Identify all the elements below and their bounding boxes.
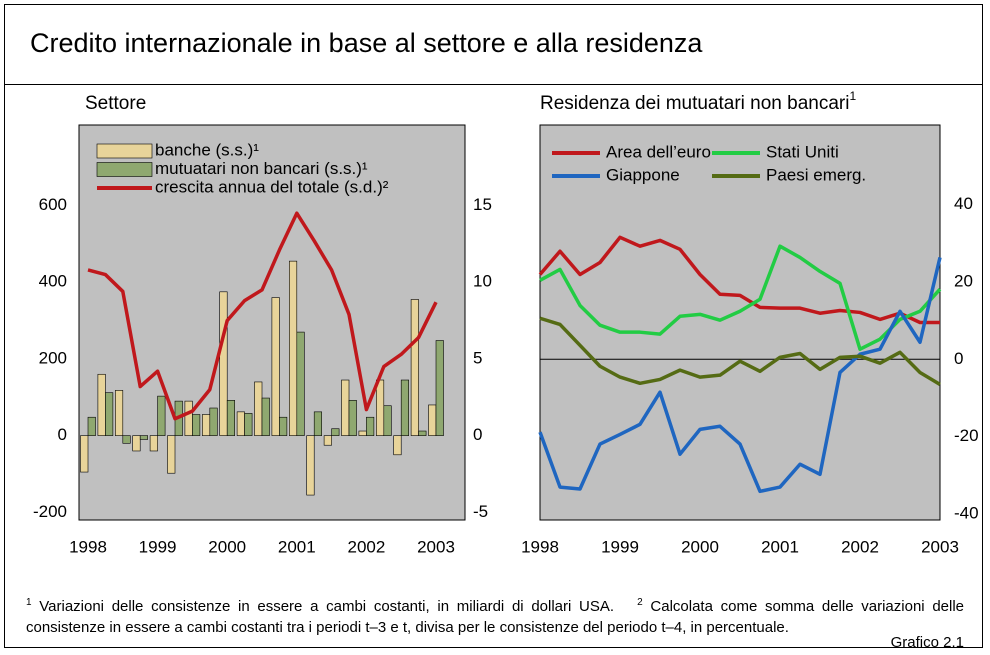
footnote-marker: 1 [26,597,32,608]
legend-label: Area dell’euro [606,142,711,161]
bar [97,373,106,436]
bar [383,405,392,436]
x-tick-label: 2002 [347,537,385,556]
x-tick-label: 1998 [69,537,107,556]
y-tick-label: 20 [954,271,973,290]
x-tick-label: 2002 [841,537,879,556]
bar [400,379,410,436]
bar [271,297,280,436]
y-tick-label: 0 [954,349,963,368]
x-tick-label: 1999 [139,537,177,556]
bar [296,331,305,436]
series-line [538,257,942,494]
panel-title-note: 1 [849,89,856,103]
bar [428,404,437,436]
x-tick-label: 1998 [521,537,559,556]
x-tick-label: 1999 [601,537,639,556]
panel-title-text: Residenza dei mutuatari non bancari [540,93,849,114]
bar [331,428,340,436]
series-line [538,235,940,325]
y-tick-label: 600 [39,195,67,214]
series-line [87,211,438,421]
bar [115,390,124,436]
legend-label: Stati Uniti [766,142,839,161]
bar [80,435,89,473]
plot-area [539,124,941,521]
bar [132,435,141,452]
y-tick-label: 0 [58,425,67,444]
legend-label: banche (s.s.)¹ [155,140,259,159]
bar [435,340,444,436]
bar [323,435,332,446]
y-tick-label: 200 [39,348,67,367]
y-tick-label: 40 [954,194,973,213]
bar [393,435,402,456]
footnote-marker: 2 [637,597,643,608]
series-line [539,244,942,351]
bar [219,291,228,436]
page-title: Credito internazionale in base al settor… [30,28,703,58]
y2-tick-label: -5 [473,502,488,521]
legend-label: mutuatari non bancari (s.s.)¹ [155,159,368,178]
bar [192,414,201,436]
x-tick-label: 2000 [208,537,246,556]
legend-swatch [96,143,153,159]
bar [313,411,323,436]
legend-swatch [96,162,153,177]
series-line [539,316,941,386]
bar [366,416,375,436]
legend-label: Giappone [606,165,680,184]
x-tick-label: 2001 [761,537,799,556]
legend-label: Paesi emerg. [766,165,866,184]
bar [348,400,357,436]
x-tick-label: 2003 [417,537,455,556]
bar [139,435,148,440]
y2-tick-label: 10 [473,272,492,291]
y-tick-label: -20 [954,426,979,445]
y2-tick-label: 0 [473,425,482,444]
panel-title: Residenza dei mutuatari non bancari1 [540,89,856,114]
legend-label: crescita annua del totale (s.d.)² [155,177,389,196]
bar [341,379,350,436]
bar [167,435,176,474]
y-tick-label: -40 [954,504,979,523]
bar [410,299,419,436]
footnote: Calcolata come somma delle variazioni de… [26,598,965,636]
bar [105,392,114,436]
bar [375,379,385,436]
panel-title-text: Settore [85,93,146,114]
bar [149,435,158,452]
y-tick-label: -200 [33,502,67,521]
bar [87,416,96,436]
chart-number: Grafico 2.1 [890,634,964,651]
bar [358,430,367,436]
footnote: Variazioni delle consistenze in essere a… [39,598,615,615]
title-rule [4,84,983,85]
panel-title: Settore [85,93,146,114]
bar [418,430,427,436]
bar [122,435,131,444]
bar [261,397,270,436]
bar [226,400,235,436]
bar [202,414,211,436]
bar [288,260,298,436]
x-tick-label: 2003 [921,537,959,556]
bar [184,400,193,436]
bar [209,407,218,436]
frame [4,4,983,648]
footnotes: 1 Variazioni delle consistenze in essere… [26,592,964,638]
y2-tick-label: 5 [473,348,482,367]
bar [244,413,253,436]
bar [279,416,288,436]
y2-tick-label: 15 [473,195,492,214]
bar [306,435,315,496]
bar [157,395,166,436]
x-tick-label: 2001 [278,537,316,556]
bar [254,381,263,436]
x-tick-label: 2000 [681,537,719,556]
bar [236,411,245,436]
y-tick-label: 400 [39,272,67,291]
